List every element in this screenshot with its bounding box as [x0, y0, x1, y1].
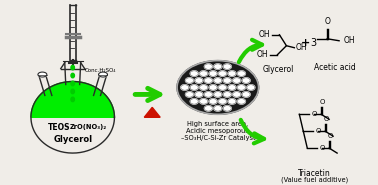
Ellipse shape: [177, 61, 259, 114]
Ellipse shape: [209, 85, 217, 90]
Ellipse shape: [204, 64, 212, 69]
Ellipse shape: [200, 99, 208, 104]
Ellipse shape: [209, 71, 217, 76]
Ellipse shape: [204, 92, 212, 97]
Ellipse shape: [209, 99, 217, 104]
Ellipse shape: [200, 85, 208, 90]
Ellipse shape: [223, 92, 231, 97]
Ellipse shape: [71, 97, 74, 102]
Text: OH: OH: [344, 36, 356, 45]
Text: Glycerol: Glycerol: [53, 135, 92, 144]
Ellipse shape: [195, 92, 203, 97]
Ellipse shape: [38, 72, 47, 77]
Ellipse shape: [223, 78, 231, 83]
Text: (Value fuel additive): (Value fuel additive): [280, 177, 348, 184]
Ellipse shape: [204, 106, 212, 111]
Ellipse shape: [200, 71, 208, 76]
Text: OH: OH: [259, 30, 271, 39]
Ellipse shape: [204, 78, 212, 83]
Text: Glycerol: Glycerol: [263, 65, 294, 74]
Ellipse shape: [71, 89, 74, 94]
Ellipse shape: [71, 73, 74, 78]
Ellipse shape: [237, 85, 245, 90]
Ellipse shape: [233, 78, 241, 83]
Text: TEOS: TEOS: [48, 123, 70, 132]
Ellipse shape: [218, 85, 226, 90]
Ellipse shape: [228, 71, 236, 76]
Ellipse shape: [195, 78, 203, 83]
Text: O: O: [319, 99, 325, 105]
Ellipse shape: [223, 64, 231, 69]
Polygon shape: [31, 82, 115, 117]
Ellipse shape: [247, 85, 255, 90]
Text: ZrO(NO₃)₂: ZrO(NO₃)₂: [70, 124, 107, 130]
Ellipse shape: [186, 92, 194, 97]
Text: O: O: [315, 128, 321, 134]
Text: 3: 3: [310, 38, 316, 48]
Ellipse shape: [186, 78, 194, 83]
Ellipse shape: [237, 99, 245, 104]
Ellipse shape: [214, 106, 222, 111]
Text: Acidic mesoporous: Acidic mesoporous: [186, 128, 249, 134]
Ellipse shape: [237, 71, 245, 76]
Text: Triacetin: Triacetin: [298, 169, 331, 178]
Text: Acetic acid: Acetic acid: [314, 63, 356, 72]
Ellipse shape: [214, 64, 222, 69]
Text: O: O: [327, 133, 333, 139]
Text: Conc.H₂SO₄: Conc.H₂SO₄: [85, 68, 116, 73]
Text: O: O: [311, 111, 317, 117]
Ellipse shape: [71, 65, 74, 70]
Ellipse shape: [233, 92, 241, 97]
Ellipse shape: [71, 81, 74, 86]
Ellipse shape: [214, 78, 222, 83]
Text: +: +: [301, 38, 310, 48]
Ellipse shape: [218, 99, 226, 104]
Ellipse shape: [190, 99, 198, 104]
Text: High surface area,: High surface area,: [187, 121, 248, 127]
Ellipse shape: [228, 99, 236, 104]
Ellipse shape: [223, 106, 231, 111]
Ellipse shape: [181, 85, 189, 90]
Text: O: O: [324, 17, 330, 26]
Ellipse shape: [242, 78, 250, 83]
Ellipse shape: [190, 71, 198, 76]
Ellipse shape: [218, 71, 226, 76]
Text: O: O: [324, 116, 329, 122]
Text: OH: OH: [295, 43, 307, 52]
Polygon shape: [144, 107, 160, 117]
Ellipse shape: [190, 85, 198, 90]
Ellipse shape: [228, 85, 236, 90]
Ellipse shape: [99, 72, 107, 77]
Text: O: O: [319, 145, 325, 151]
Text: –SO₃H/C-Si-Zr Catalyst: –SO₃H/C-Si-Zr Catalyst: [181, 135, 255, 141]
Text: OH: OH: [257, 50, 268, 59]
Ellipse shape: [214, 92, 222, 97]
Ellipse shape: [242, 92, 250, 97]
